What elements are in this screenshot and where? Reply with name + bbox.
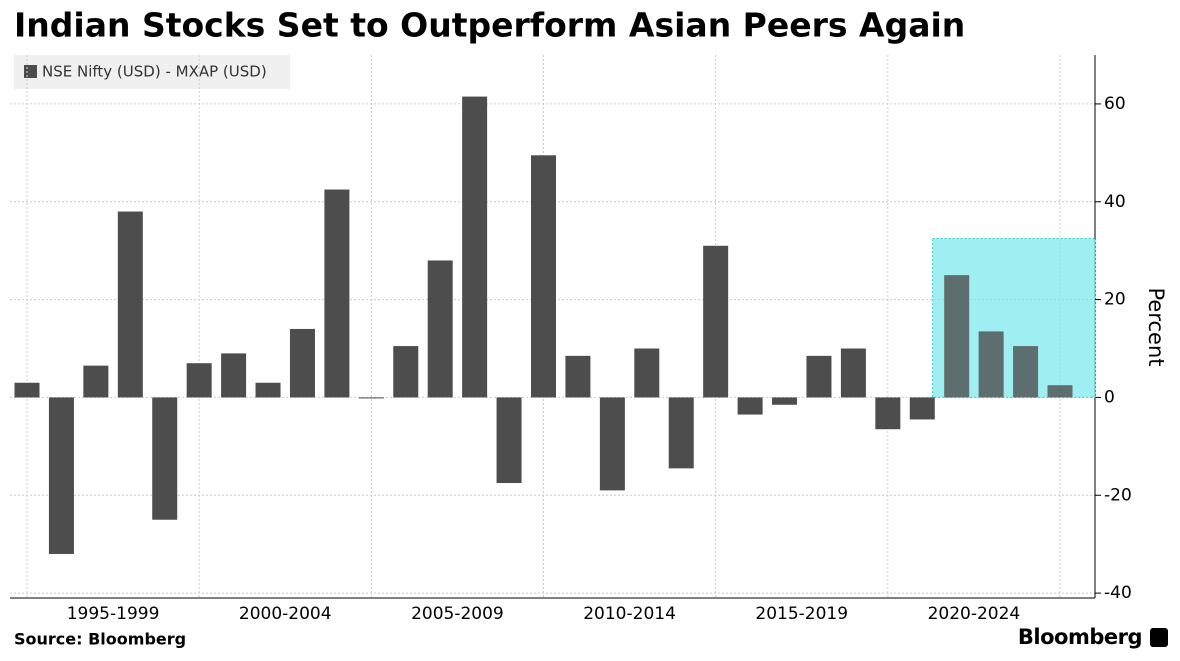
bar: [772, 397, 798, 405]
bar: [14, 382, 40, 398]
brand-icon: [1150, 628, 1168, 647]
bar: [289, 328, 315, 398]
bar: [909, 397, 935, 420]
x-group-label: 2020-2024: [928, 604, 1021, 624]
bar: [840, 348, 866, 398]
legend-swatch: [24, 65, 37, 78]
y-axis-label: Percent: [1144, 287, 1168, 366]
chart-title: Indian Stocks Set to Outperform Asian Pe…: [14, 6, 965, 45]
bar: [1013, 346, 1039, 398]
y-tick-label: -40: [1104, 583, 1132, 603]
bar: [978, 331, 1004, 398]
bar: [1047, 385, 1073, 398]
bar: [393, 346, 419, 398]
legend-label: NSE Nifty (USD) - MXAP (USD): [42, 63, 267, 81]
bar: [152, 397, 178, 520]
bar: [944, 275, 970, 398]
bar: [186, 363, 212, 398]
x-group-label: 2005-2009: [411, 604, 504, 624]
bar: [634, 348, 660, 398]
y-tick-label: 0: [1104, 387, 1115, 407]
bar: [496, 397, 522, 484]
bar: [83, 365, 109, 398]
y-tick-label: 40: [1104, 192, 1126, 212]
bar: [48, 397, 74, 554]
bar: [117, 211, 143, 398]
x-group-label: 1995-1999: [67, 604, 160, 624]
bar: [806, 355, 832, 398]
legend: [14, 55, 290, 89]
bar: [703, 245, 729, 398]
source: Source: Bloomberg: [14, 630, 186, 649]
bar: [324, 189, 350, 398]
bar: [427, 260, 453, 398]
y-tick-label: 20: [1104, 290, 1126, 310]
x-group-label: 2000-2004: [239, 604, 332, 624]
bar: [221, 353, 247, 398]
bar: [599, 397, 625, 491]
bar: [462, 96, 488, 398]
y-tick-label: 60: [1104, 94, 1126, 114]
bar: [358, 397, 384, 399]
bar: [565, 355, 591, 398]
bar: [737, 397, 763, 415]
bar: [531, 155, 556, 398]
bar: [255, 382, 281, 398]
bar: [668, 397, 694, 469]
x-group-label: 2010-2014: [583, 604, 676, 624]
y-tick-label: -20: [1104, 485, 1132, 505]
x-group-label: 2015-2019: [755, 604, 848, 624]
brand: Bloomberg: [1018, 625, 1142, 649]
bar: [875, 397, 901, 430]
